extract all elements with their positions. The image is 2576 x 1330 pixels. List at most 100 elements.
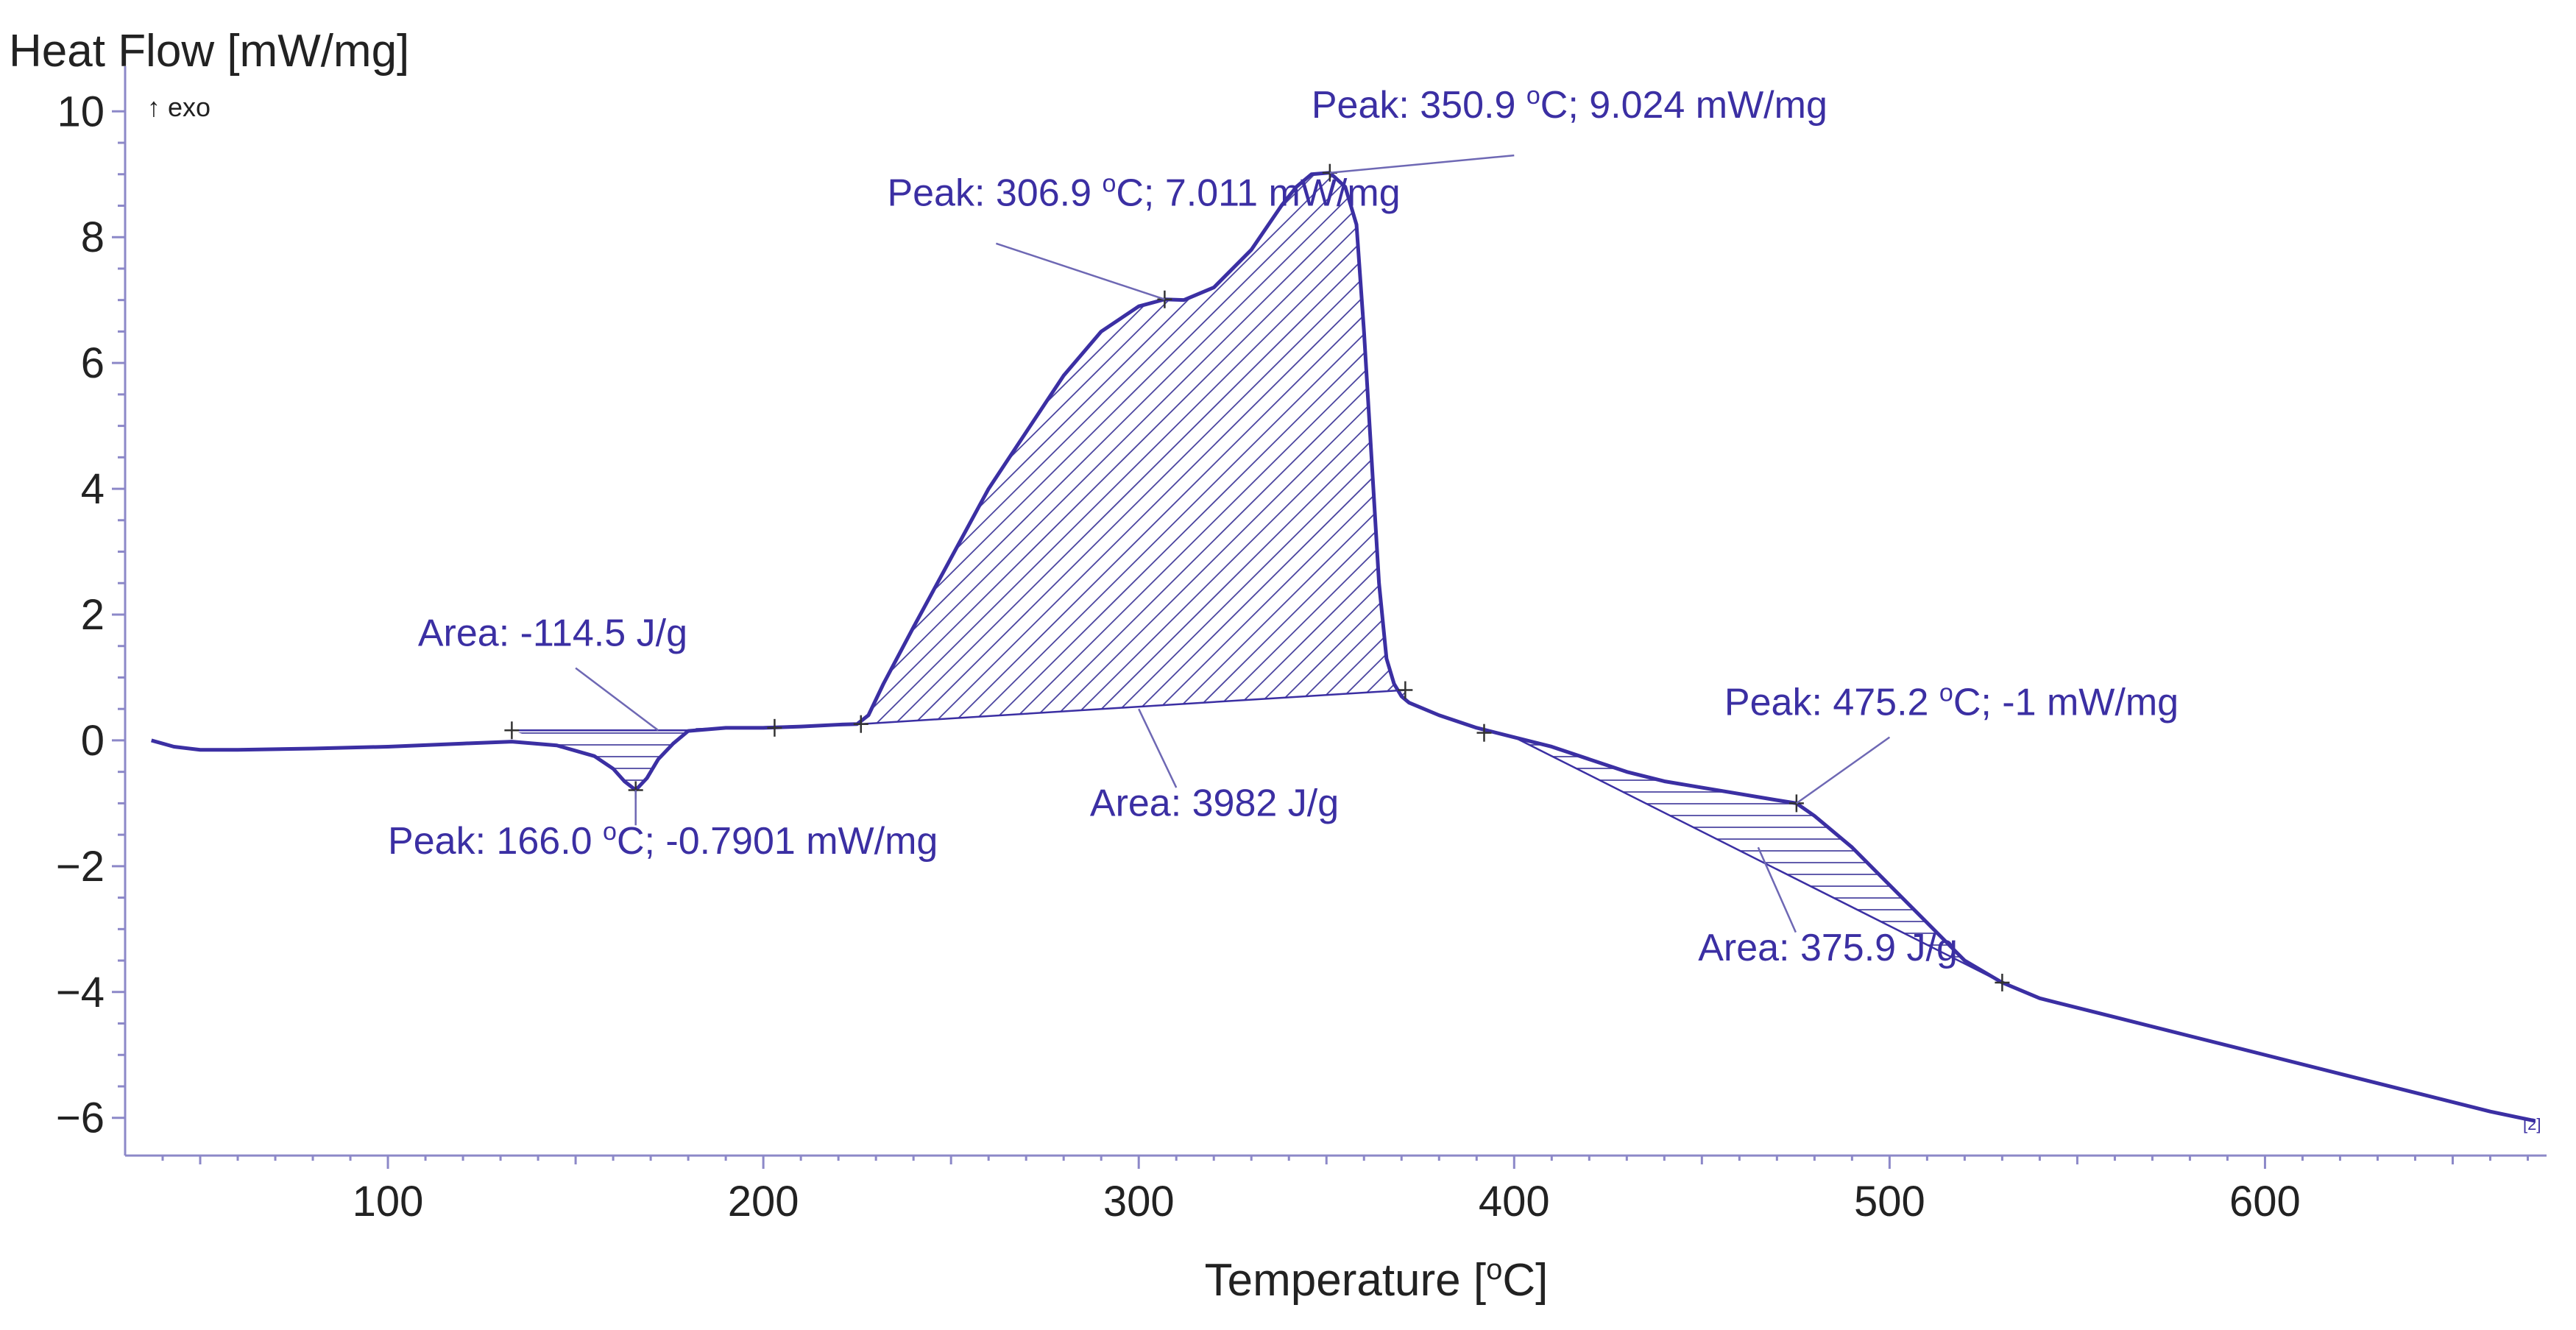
hatch-line bbox=[860, 172, 1406, 724]
hatch-line bbox=[1034, 172, 1406, 724]
annotation-label: Area: 375.9 J/g bbox=[1698, 927, 1958, 969]
hatch-line bbox=[860, 172, 1302, 724]
y-tick-label: 4 bbox=[81, 465, 105, 513]
hatch-line bbox=[2508, 74, 2576, 1156]
hatch-line bbox=[2355, 74, 2576, 1156]
hatch-line bbox=[860, 172, 1406, 724]
hatch-line bbox=[1972, 74, 2576, 1156]
x-tick-label: 100 bbox=[353, 1178, 424, 1225]
hatch-line bbox=[2489, 74, 2576, 1156]
hatch-line bbox=[860, 172, 1406, 724]
hatch-line bbox=[977, 172, 1406, 724]
hatch-line bbox=[1743, 74, 2576, 1156]
hatch-line bbox=[881, 172, 1406, 724]
hatch-line bbox=[2221, 74, 2576, 1156]
hatch-line bbox=[1053, 172, 1406, 724]
hatch-line bbox=[1379, 172, 1406, 724]
hatch-line bbox=[919, 172, 1406, 724]
hatch-line bbox=[1551, 74, 2576, 1156]
hatch-line bbox=[2566, 74, 2576, 1156]
baseline-marker bbox=[1995, 973, 2010, 991]
hatched-areas bbox=[512, 74, 2576, 1156]
hatch-line bbox=[860, 172, 1406, 724]
hatch-line bbox=[2279, 74, 2576, 1156]
hatch-line bbox=[2470, 74, 2576, 1156]
hatch-line bbox=[1359, 172, 1406, 724]
hatch-line bbox=[1187, 172, 1406, 724]
exo-label: ↑ exo bbox=[147, 92, 210, 122]
hatch-line bbox=[860, 172, 1406, 724]
hatch-line bbox=[2106, 74, 2576, 1156]
x-tick-label: 300 bbox=[1103, 1178, 1175, 1225]
hatch-line bbox=[860, 172, 1406, 724]
annotation-leader bbox=[1757, 846, 1797, 933]
hatch-line bbox=[2240, 74, 2576, 1156]
hatch-line bbox=[2202, 74, 2576, 1156]
hatch-line bbox=[1206, 172, 1406, 724]
hatch-line bbox=[1647, 74, 2576, 1156]
hatch-line bbox=[900, 172, 1406, 724]
hatch-line bbox=[860, 172, 1406, 724]
hatch-line bbox=[2393, 74, 2576, 1156]
hatch-line bbox=[860, 172, 1406, 724]
hatch-line bbox=[1590, 74, 2576, 1156]
axes: 10 8 6 4 2 0 −2 −4 −6 100 200 300 400 500 600 bbox=[56, 66, 2547, 1225]
hatch-line bbox=[2183, 74, 2576, 1156]
hatch-line bbox=[860, 172, 1340, 724]
hatch-line bbox=[2432, 74, 2576, 1156]
hatch-line bbox=[1705, 74, 2576, 1156]
annotation-leader bbox=[995, 242, 1165, 300]
annotation-label: Peak: 166.0 oC; -0.7901 mW/mg bbox=[388, 818, 938, 863]
hatch-line bbox=[860, 172, 1321, 724]
hatch-line bbox=[2164, 74, 2576, 1156]
hatch-line bbox=[1149, 172, 1406, 724]
hatch-line bbox=[1858, 74, 2576, 1156]
y-tick-label: 0 bbox=[81, 717, 105, 765]
hatched-region bbox=[512, 732, 696, 781]
baseline-marker bbox=[767, 718, 782, 737]
hatch-line bbox=[860, 172, 1406, 724]
hatch-line bbox=[2049, 74, 2576, 1156]
hatch-line bbox=[1571, 74, 2576, 1156]
x-tick-label: 200 bbox=[728, 1178, 799, 1225]
hatch-line bbox=[2298, 74, 2576, 1156]
hatch-line bbox=[1800, 74, 2576, 1156]
hatch-line bbox=[1877, 74, 2576, 1156]
y-tick-label: 6 bbox=[81, 339, 105, 387]
hatch-line bbox=[860, 172, 1406, 724]
y-tick-label: 8 bbox=[81, 213, 105, 261]
baseline bbox=[860, 689, 1406, 725]
hatch-line bbox=[860, 172, 1406, 724]
hatch-line bbox=[1628, 74, 2576, 1156]
hatch-line bbox=[1839, 74, 2576, 1156]
hatch-line bbox=[2547, 74, 2576, 1156]
baseline-marker bbox=[504, 721, 520, 740]
baseline-marker bbox=[1398, 681, 1413, 699]
hatch-line bbox=[860, 172, 1406, 724]
hatch-line bbox=[1819, 74, 2576, 1156]
annotation-label: Peak: 475.2 oC; -1 mW/mg bbox=[1724, 679, 2179, 724]
hatch-line bbox=[1418, 74, 2507, 1156]
hatch-line bbox=[860, 172, 1406, 724]
hatch-line bbox=[1513, 74, 2576, 1156]
hatch-line bbox=[1302, 172, 1406, 724]
hatch-line bbox=[860, 172, 1245, 724]
baseline bbox=[1513, 736, 2003, 984]
hatch-line bbox=[1072, 172, 1406, 724]
hatch-line bbox=[2087, 74, 2576, 1156]
hatch-line bbox=[860, 172, 1264, 724]
y-tick-label: −4 bbox=[56, 969, 105, 1016]
hatch-line bbox=[1130, 172, 1406, 724]
hatch-line bbox=[860, 172, 1406, 724]
y-axis-title: Heat Flow [mW/mg] bbox=[9, 26, 409, 77]
annotation-leader bbox=[575, 667, 659, 732]
hatch-line bbox=[1666, 74, 2576, 1156]
hatch-line bbox=[2413, 74, 2576, 1156]
hatch-line bbox=[2336, 74, 2576, 1156]
hatch-line bbox=[1264, 172, 1406, 724]
hatch-line bbox=[2030, 74, 2576, 1156]
y-tick-label: 10 bbox=[57, 88, 105, 135]
hatch-line bbox=[862, 172, 1406, 724]
x-axis-title: Temperature [oC] bbox=[1205, 1253, 1549, 1306]
